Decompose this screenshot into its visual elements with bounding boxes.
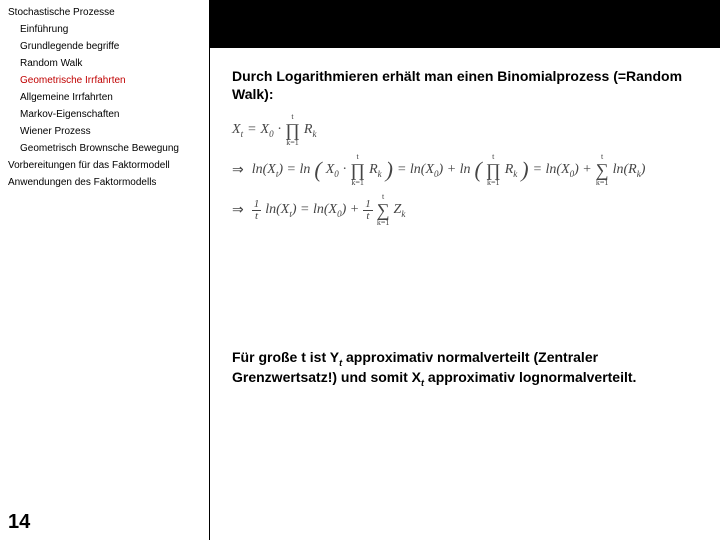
nav-item[interactable]: Geometrisch Brownsche Bewegung xyxy=(0,140,209,157)
formula-line-2: ⇒ ln(Xt) = ln ( X0 · t ∏ k=1 Rk ) = ln(X… xyxy=(232,153,702,187)
nav-item[interactable]: Einführung xyxy=(0,21,209,38)
product-symbol: t ∏ k=1 xyxy=(486,153,501,187)
dot: · xyxy=(343,162,347,178)
main-content: Durch Logarithmieren erhält man einen Bi… xyxy=(210,0,720,540)
var: X0 xyxy=(261,122,274,139)
conclusion-paragraph: Für große t ist Yt approximativ normalve… xyxy=(232,349,702,389)
term: = ln(X0) + ln xyxy=(397,162,471,179)
nav-item[interactable]: Grundlegende begriffe xyxy=(0,38,209,55)
dot: · xyxy=(278,122,282,138)
nav-item[interactable]: Stochastische Prozesse xyxy=(0,4,209,21)
term: ln(Rk) xyxy=(613,162,646,179)
nav-item[interactable]: Vorbereitungen für das Faktormodell xyxy=(0,157,209,174)
page-number: 14 xyxy=(8,511,30,534)
nav-item[interactable]: Anwendungen des Faktormodells xyxy=(0,174,209,191)
formula-line-3: ⇒ 1 t ln(Xt) = ln(X0) + 1 t t ∑ k=1 xyxy=(232,193,702,227)
var: Rk xyxy=(505,162,518,179)
product-symbol: t ∏ k=1 xyxy=(350,153,365,187)
content-body: Durch Logarithmieren erhält man einen Bi… xyxy=(232,68,702,389)
intro-paragraph: Durch Logarithmieren erhält man einen Bi… xyxy=(232,68,702,103)
var: Rk xyxy=(304,122,317,139)
fraction: 1 t xyxy=(252,199,262,222)
header-bar xyxy=(210,0,720,48)
sum-symbol: t ∑ k=1 xyxy=(596,153,609,187)
nav-item[interactable]: Random Walk xyxy=(0,55,209,72)
spacer xyxy=(232,239,702,349)
nav-item[interactable]: Allgemeine Irrfahrten xyxy=(0,89,209,106)
var: Xt xyxy=(232,122,243,139)
implies-arrow: ⇒ xyxy=(232,202,244,219)
nav-item-active[interactable]: Geometrische Irrfahrten xyxy=(0,72,209,89)
paren: ) xyxy=(386,157,393,183)
paren: ( xyxy=(475,157,482,183)
paren: ) xyxy=(521,157,528,183)
var: X0 xyxy=(326,162,339,179)
eq: = xyxy=(247,122,256,138)
nav-item[interactable]: Markov-Eigenschaften xyxy=(0,106,209,123)
slide-page: Stochastische Prozesse Einführung Grundl… xyxy=(0,0,720,540)
term: ln(Xt) = ln xyxy=(252,162,311,179)
formula-block: Xt = X0 · t ∏ k=1 Rk ⇒ ln(Xt) = ln ( X0 xyxy=(232,113,702,227)
paren: ( xyxy=(314,157,321,183)
nav-sidebar: Stochastische Prozesse Einführung Grundl… xyxy=(0,0,210,540)
var: Zk xyxy=(394,202,406,219)
term: ln(Xt) = ln(X0) + xyxy=(265,202,359,219)
term: = ln(X0) + xyxy=(533,162,592,179)
formula-line-1: Xt = X0 · t ∏ k=1 Rk xyxy=(232,113,702,147)
sum-symbol: t ∑ k=1 xyxy=(377,193,390,227)
fraction: 1 t xyxy=(363,199,373,222)
implies-arrow: ⇒ xyxy=(232,162,244,179)
product-symbol: t ∏ k=1 xyxy=(285,113,300,147)
nav-item[interactable]: Wiener Prozess xyxy=(0,123,209,140)
var: Rk xyxy=(369,162,382,179)
